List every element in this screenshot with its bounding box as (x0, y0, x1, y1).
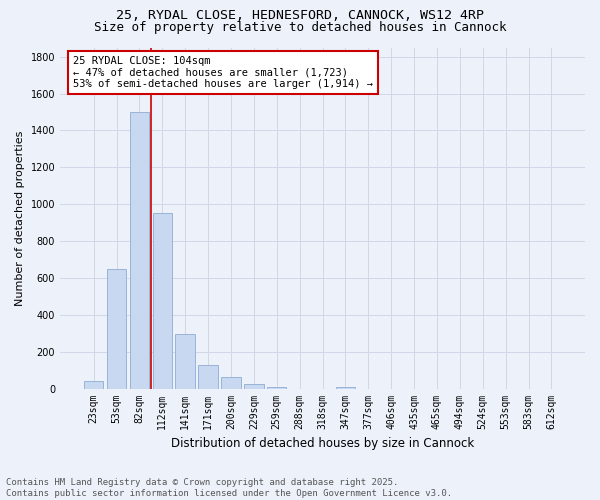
Bar (267, 386, 286, 388)
Bar (221, 376, 241, 388)
Bar (199, 364, 218, 388)
Text: Contains HM Land Registry data © Crown copyright and database right 2025.
Contai: Contains HM Land Registry data © Crown c… (6, 478, 452, 498)
Y-axis label: Number of detached properties: Number of detached properties (15, 130, 25, 306)
Text: Size of property relative to detached houses in Cannock: Size of property relative to detached ho… (94, 21, 506, 34)
Bar (335, 386, 355, 388)
Text: 25, RYDAL CLOSE, HEDNESFORD, CANNOCK, WS12 4RP: 25, RYDAL CLOSE, HEDNESFORD, CANNOCK, WS… (116, 9, 484, 22)
Bar (244, 384, 263, 388)
Bar (152, 214, 172, 388)
Text: 25 RYDAL CLOSE: 104sqm
← 47% of detached houses are smaller (1,723)
53% of semi-: 25 RYDAL CLOSE: 104sqm ← 47% of detached… (73, 56, 373, 89)
Bar (175, 334, 195, 388)
Bar (84, 381, 103, 388)
X-axis label: Distribution of detached houses by size in Cannock: Distribution of detached houses by size … (171, 437, 474, 450)
Bar (107, 268, 126, 388)
Bar (130, 112, 149, 388)
